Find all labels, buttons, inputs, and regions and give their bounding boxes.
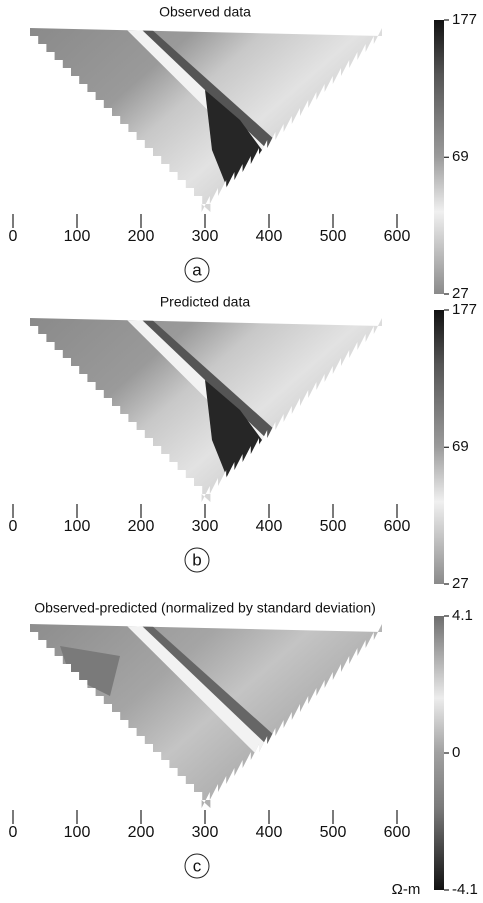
pseudosection-image — [30, 624, 382, 808]
colorbar-tick-label: 69 — [452, 438, 469, 455]
x-tick-label: 200 — [128, 518, 155, 535]
panel-label: a — [192, 260, 202, 279]
x-tick-label: 300 — [192, 824, 219, 841]
x-tick-label: 600 — [384, 518, 411, 535]
panel-label-circle — [184, 547, 210, 573]
colorbar-tick-label: 4.1 — [452, 607, 473, 624]
panel-label: c — [193, 856, 202, 875]
x-tick-label: 0 — [9, 518, 18, 535]
x-tick-label: 500 — [320, 518, 347, 535]
colorbar-tick-label: 69 — [452, 148, 469, 165]
colorbar-tick-label: 177 — [452, 11, 477, 28]
band-light — [125, 624, 270, 756]
pseudosection-image — [30, 318, 382, 502]
panel-title: Observed-predicted (normalized by standa… — [34, 600, 376, 616]
band-dark — [140, 624, 275, 746]
x-tick-label: 500 — [320, 824, 347, 841]
x-tick-label: 300 — [192, 518, 219, 535]
anomaly — [60, 646, 120, 696]
band-dark — [140, 28, 275, 150]
panel-title: Observed data — [159, 4, 251, 20]
x-tick-label: 0 — [9, 228, 18, 245]
x-tick-label: 500 — [320, 228, 347, 245]
colorbar — [434, 616, 444, 890]
colorbar-tick-label: 27 — [452, 285, 469, 302]
colorbar-tick-label: 27 — [452, 575, 469, 592]
pseudosection-features — [60, 624, 275, 756]
panel-title: Predicted data — [160, 294, 250, 310]
x-tick-label: 200 — [128, 228, 155, 245]
x-tick-label: 400 — [256, 228, 283, 245]
x-tick-label: 100 — [64, 518, 91, 535]
colorbar-tick-label: 177 — [452, 301, 477, 318]
colorbar — [434, 310, 444, 584]
x-tick-label: 300 — [192, 228, 219, 245]
x-tick-label: 400 — [256, 824, 283, 841]
pseudosection-image — [30, 28, 382, 212]
x-tick-label: 400 — [256, 518, 283, 535]
colorbar-unit: Ω-m — [392, 881, 421, 898]
colorbar — [434, 20, 444, 294]
panel-label-circle — [184, 853, 210, 879]
x-tick-label: 0 — [9, 824, 18, 841]
colorbar-tick-label: -4.1 — [452, 881, 478, 898]
x-tick-label: 200 — [128, 824, 155, 841]
x-tick-label: 100 — [64, 228, 91, 245]
band-dark — [140, 318, 275, 440]
x-tick-label: 600 — [384, 228, 411, 245]
x-tick-label: 100 — [64, 824, 91, 841]
x-tick-label: 600 — [384, 824, 411, 841]
panel-label-circle — [184, 257, 210, 283]
panel-label: b — [192, 550, 201, 569]
colorbar-tick-label: 0 — [452, 744, 460, 761]
